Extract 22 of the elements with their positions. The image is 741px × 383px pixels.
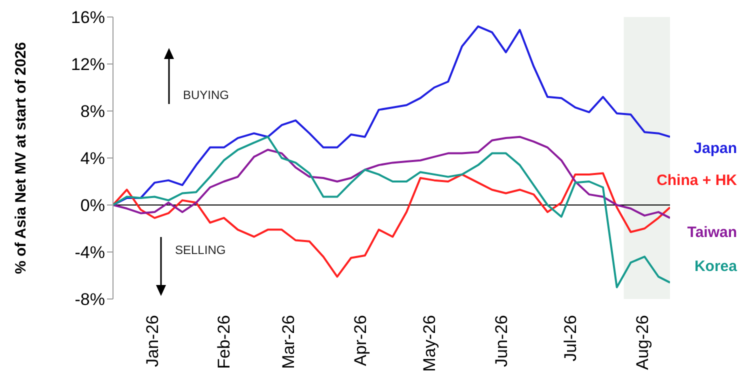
y-tick-label: 0%	[80, 196, 105, 216]
y-tick-label: -8%	[74, 290, 105, 310]
y-tick-label: 12%	[70, 55, 105, 74]
series-label: Japan	[694, 140, 737, 157]
x-tick-label: May-26	[420, 315, 440, 372]
y-axis-title: % of Asia Net MV at start of 2026	[12, 42, 30, 274]
series-label: Korea	[694, 258, 737, 275]
series-label: Taiwan	[687, 224, 737, 241]
x-tick-label: Jan-26	[142, 315, 162, 367]
y-tick-label: 8%	[80, 102, 105, 122]
y-tick-label: -4%	[74, 243, 105, 262]
x-tick-label: Feb-26	[214, 315, 234, 369]
x-tick-label: Jul-26	[561, 315, 580, 362]
x-tick-label: Apr-26	[350, 315, 370, 366]
x-tick-label: Jun-26	[492, 315, 511, 367]
annotation: BUYING	[183, 88, 230, 102]
y-tick-label: 16%	[70, 8, 105, 28]
x-tick-label: Mar-26	[279, 315, 298, 369]
series-label: China + HK	[656, 172, 737, 189]
annotation: SELLING	[175, 243, 226, 257]
x-tick-label: Aug-26	[632, 315, 652, 370]
y-tick-label: 4%	[80, 149, 105, 168]
